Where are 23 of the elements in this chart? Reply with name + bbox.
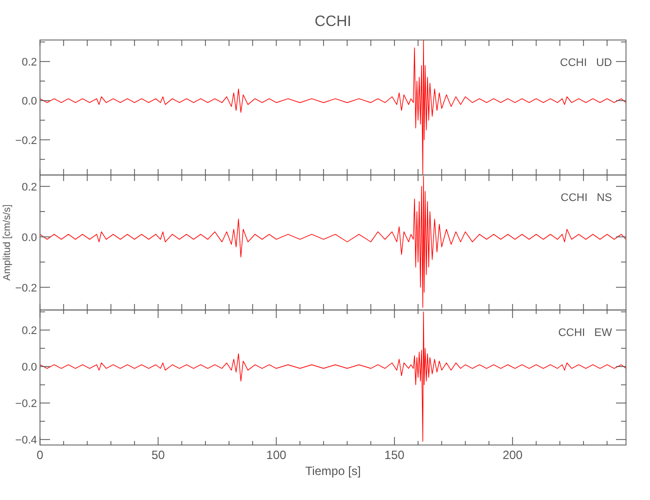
y-tick-label: 0.0	[22, 96, 37, 108]
y-tick-label: 0.2	[22, 325, 37, 338]
x-tick-label: 200	[502, 448, 523, 462]
annotation: CCHI UD	[560, 57, 612, 69]
y-tick-label: 0.2	[22, 181, 37, 194]
line-series	[40, 176, 626, 308]
x-tick-label: 150	[384, 448, 405, 462]
y-tick-label: −0.4	[15, 434, 37, 447]
x-tick-label: 0	[36, 448, 44, 462]
annotation: CCHI NS	[560, 192, 612, 204]
y-tick-label: −0.2	[15, 282, 37, 294]
x-tick-label: 100	[266, 448, 287, 462]
x-axis-title: Tiempo [s]	[305, 464, 361, 478]
y-tick-label: 0.0	[22, 362, 37, 374]
y-axis-title: Amplitud [cm/s/s]	[2, 204, 13, 281]
y-tick-label: 0.2	[22, 56, 37, 69]
line-series	[40, 311, 626, 442]
chart-title: CCHI	[314, 13, 352, 30]
y-tick-label: −0.2	[15, 398, 37, 410]
y-tick-label: 0.0	[22, 232, 37, 244]
y-tick-label: −0.2	[15, 134, 37, 147]
annotation: CCHI EW	[558, 327, 613, 339]
x-tick-label: 50	[151, 448, 166, 462]
